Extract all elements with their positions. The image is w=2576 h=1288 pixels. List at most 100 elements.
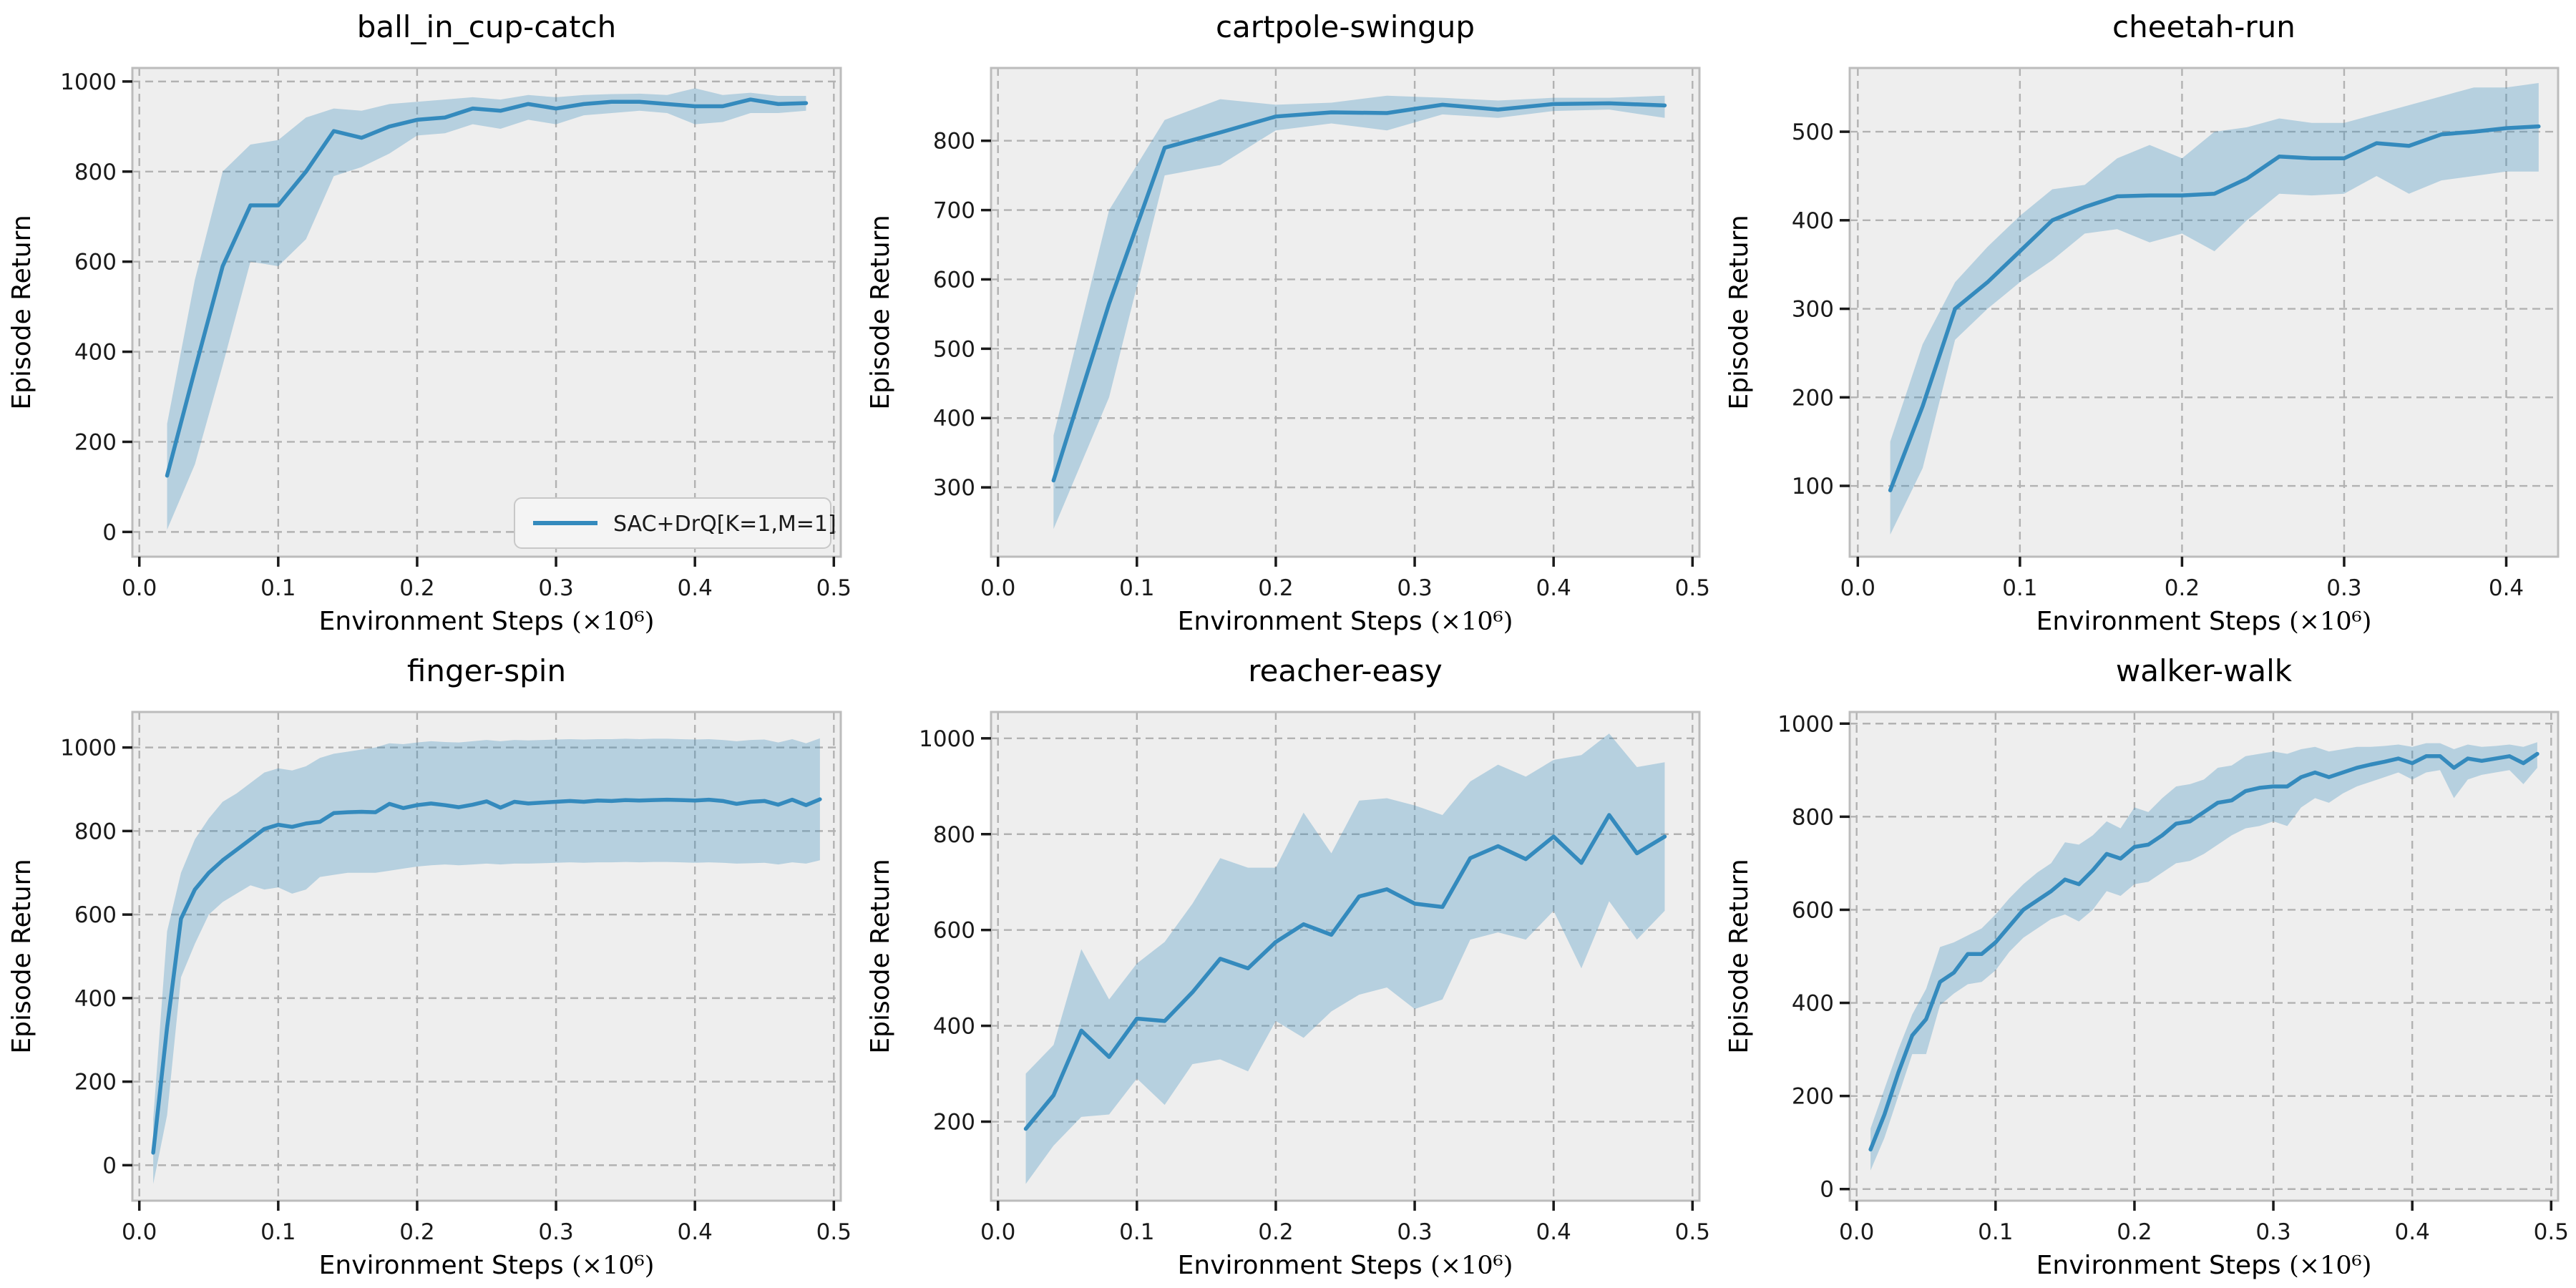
series-line — [165, 97, 809, 478]
y-tick-label: 600 — [1792, 897, 1834, 923]
y-tick-label: 1000 — [60, 736, 117, 761]
x-axis-label: Environment Steps (×10⁶) — [319, 607, 655, 636]
confidence-band — [1870, 742, 2537, 1171]
y-tick-label: 400 — [933, 1014, 975, 1040]
x-tick-label: 0.2 — [399, 1219, 434, 1245]
x-tick-label: 0.2 — [2117, 1219, 2152, 1245]
subplot-3: 0.0 0.1 0.2 0.3 0.4 100 200 300 400 500 cheetah-ru… — [1717, 0, 2576, 644]
y-tick-label: 800 — [74, 160, 117, 185]
x-tick-label: 0.2 — [1258, 575, 1293, 601]
x-tick-label: 0.0 — [1840, 575, 1875, 601]
x-tick-label: 0.3 — [538, 1219, 573, 1245]
grid — [1850, 712, 2558, 1201]
y-tick-label: 400 — [1792, 208, 1834, 234]
x-tick-label: 0.3 — [1397, 575, 1432, 601]
x-tick-label: 0.4 — [2395, 1219, 2430, 1245]
grid — [991, 712, 1699, 1201]
axis-ticks: 0.0 0.1 0.2 0.3 0.4 0.5 0 200 400 600 800 1000 — [60, 69, 852, 601]
chart-title: reacher-easy — [1248, 653, 1443, 688]
y-tick-label: 200 — [933, 1110, 975, 1136]
axis-ticks: 0.0 0.1 0.2 0.3 0.4 100 200 300 400 500 — [1792, 119, 2524, 601]
chart-title: cheetah-run — [2112, 9, 2296, 44]
x-tick-label: 0.5 — [816, 575, 852, 601]
grid — [132, 68, 841, 557]
x-tick-label: 0.3 — [538, 575, 573, 601]
x-tick-label: 0.3 — [2326, 575, 2361, 601]
axes-background — [991, 68, 1699, 557]
subplot-1: 0.0 0.1 0.2 0.3 0.4 0.5 0 200 400 600 800 1000 ball_… — [0, 0, 859, 644]
chart-title: cartpole-swingup — [1216, 9, 1475, 44]
y-tick-label: 400 — [74, 986, 117, 1012]
confidence-band — [1025, 733, 1665, 1184]
confidence-band — [1890, 83, 2539, 535]
x-tick-label: 0.3 — [1397, 1219, 1432, 1245]
y-tick-label: 400 — [933, 406, 975, 431]
x-tick-label: 0.2 — [1258, 1219, 1293, 1245]
legend-label: SAC+DrQ[K=1,M=1] — [613, 512, 836, 537]
y-axis-label: Episode Return — [1724, 215, 1754, 409]
x-tick-label: 0.1 — [1978, 1219, 2013, 1245]
axes-background — [991, 712, 1699, 1201]
legend-box — [514, 497, 831, 549]
chart-title: walker-walk — [2116, 653, 2293, 688]
line-chart: 0.0 0.1 0.2 0.3 0.4 0.5 0 200 400 600 800 1000 ball_… — [7, 9, 852, 636]
grid — [132, 712, 841, 1201]
axis-ticks: 0.0 0.1 0.2 0.3 0.4 0.5 200 400 600 800 1000 — [919, 726, 1710, 1245]
line-chart: 0.0 0.1 0.2 0.3 0.4 0.5 200 400 600 800 1000 reache… — [866, 653, 1710, 1280]
x-tick-label: 0.4 — [2489, 575, 2524, 601]
y-tick-label: 800 — [933, 129, 975, 155]
x-tick-label: 0.0 — [122, 575, 157, 601]
x-tick-label: 0.0 — [980, 575, 1015, 601]
y-tick-label: 600 — [933, 918, 975, 944]
subplot-6: 0.0 0.1 0.2 0.3 0.4 0.5 0 200 400 600 800 1000 walke… — [1717, 644, 2576, 1288]
series-line — [1051, 101, 1667, 483]
x-axis-label: Environment Steps (×10⁶) — [2036, 607, 2372, 636]
y-tick-label: 500 — [933, 336, 975, 362]
legend: SAC+DrQ[K=1,M=1] — [514, 497, 836, 549]
axes-spines — [990, 711, 1701, 1202]
x-tick-label: 0.0 — [980, 1219, 1015, 1245]
x-tick-label: 0.5 — [816, 1219, 852, 1245]
x-tick-label: 0.1 — [260, 1219, 296, 1245]
x-tick-label: 0.1 — [1119, 1219, 1154, 1245]
x-axis-label: Environment Steps (×10⁶) — [1178, 607, 1513, 636]
y-axis-label: Episode Return — [1724, 859, 1754, 1053]
series-line — [1868, 751, 2540, 1152]
subplot-5: 0.0 0.1 0.2 0.3 0.4 0.5 200 400 600 800 1000 reache… — [859, 644, 1717, 1288]
line-chart: 0.0 0.1 0.2 0.3 0.4 0.5 300 400 500 600 700 800 cart… — [866, 9, 1710, 636]
x-tick-label: 0.2 — [2165, 575, 2200, 601]
x-tick-label: 0.0 — [122, 1219, 157, 1245]
x-tick-label: 0.1 — [260, 575, 296, 601]
subplot-4: 0.0 0.1 0.2 0.3 0.4 0.5 0 200 400 600 800 1000 finge… — [0, 644, 859, 1288]
y-tick-label: 1000 — [1777, 711, 1834, 737]
y-axis-label: Episode Return — [7, 215, 36, 409]
x-tick-label: 0.1 — [2002, 575, 2037, 601]
axes-spines — [990, 67, 1701, 558]
y-tick-label: 700 — [933, 198, 975, 224]
subplot-2: 0.0 0.1 0.2 0.3 0.4 0.5 300 400 500 600 700 800 cart… — [859, 0, 1717, 644]
chart-title: finger-spin — [407, 653, 566, 688]
x-tick-label: 0.1 — [1119, 575, 1154, 601]
series-line — [151, 797, 822, 1155]
axes-spines — [1848, 711, 2560, 1202]
x-tick-label: 0.4 — [1536, 575, 1571, 601]
y-tick-label: 600 — [933, 267, 975, 293]
x-axis-label: Environment Steps (×10⁶) — [1178, 1251, 1513, 1280]
series-line — [1023, 813, 1667, 1131]
y-tick-label: 300 — [933, 475, 975, 501]
y-tick-label: 800 — [933, 822, 975, 848]
series-line — [1888, 124, 2541, 492]
y-tick-label: 300 — [1792, 297, 1834, 323]
x-tick-label: 0.4 — [678, 575, 713, 601]
x-tick-label: 0.3 — [2255, 1219, 2290, 1245]
axes-spines — [131, 67, 842, 558]
y-tick-label: 200 — [74, 1070, 117, 1096]
y-tick-label: 500 — [1792, 119, 1834, 145]
axes-spines — [1848, 67, 2560, 558]
y-tick-label: 600 — [74, 250, 117, 275]
y-tick-label: 1000 — [919, 726, 975, 752]
line-chart: 0.0 0.1 0.2 0.3 0.4 0.5 0 200 400 600 800 1000 finge… — [7, 653, 852, 1280]
x-tick-label: 0.0 — [1839, 1219, 1874, 1245]
y-axis-label: Episode Return — [866, 215, 895, 409]
